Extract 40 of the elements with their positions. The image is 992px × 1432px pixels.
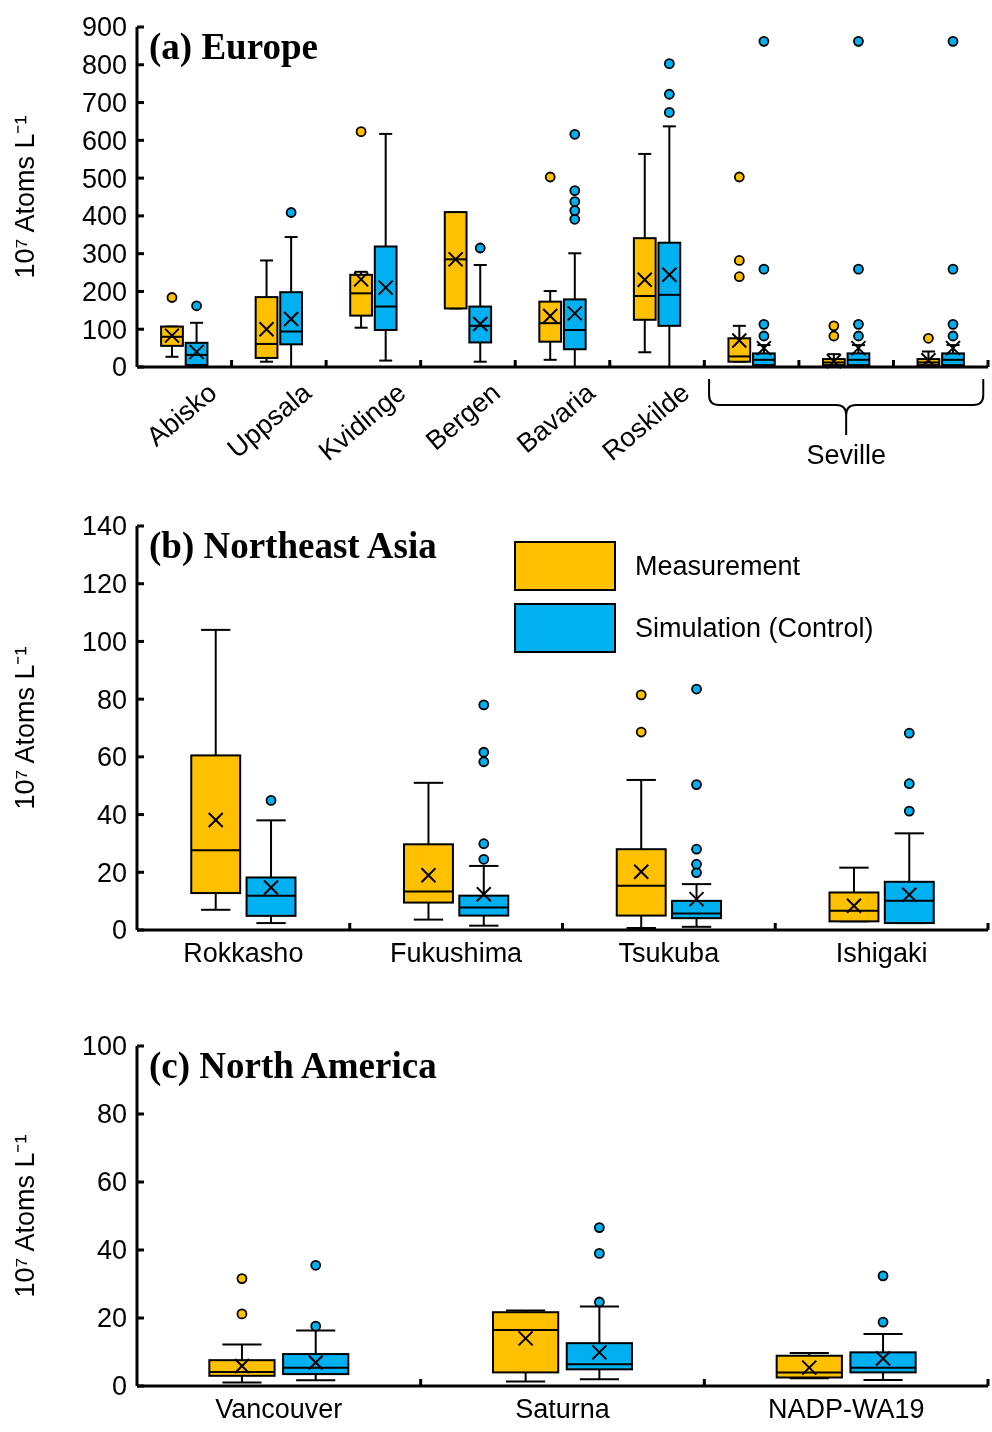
x-tick-label: Tsukuba [618,938,721,968]
y-tick-label: 100 [81,314,127,345]
y-tick-label: 100 [81,1031,127,1062]
legend-label: Simulation (Control) [635,613,874,644]
y-tick-label: 20 [96,1303,127,1334]
x-tick-label: Fukushima [390,938,524,968]
y-tick-label: 0 [111,352,127,383]
y-tick-label: 500 [81,163,127,194]
y-tick-label: 120 [81,569,127,600]
y-tick-label: 100 [81,626,127,657]
chart-title: (a) Europe [149,26,318,68]
y-tick-label: 400 [81,201,127,232]
y-tick-label: 900 [81,12,127,43]
y-tick-label: 140 [81,511,127,542]
x-tick-label: Vancouver [215,1394,343,1424]
y-tick-label: 800 [81,50,127,81]
x-tick-label: NADP-WA19 [767,1394,925,1424]
legend-label: Measurement [635,551,801,582]
y-tick-label: 60 [96,742,127,773]
x-tick-label: Ishigaki [835,938,928,968]
y-axis-title: 10⁷ Atoms L⁻¹ [10,115,40,279]
y-tick-label: 40 [96,1235,127,1266]
chart-title: (b) Northeast Asia [149,525,437,567]
y-tick-label: 0 [111,1371,127,1402]
y-tick-label: 20 [96,857,127,888]
y-tick-label: 700 [81,88,127,119]
y-axis-title: 10⁷ Atoms L⁻¹ [10,1134,40,1298]
y-tick-label: 600 [81,125,127,156]
y-tick-label: 80 [96,1099,127,1130]
y-tick-label: 80 [96,684,127,715]
x-tick-label: Rokkasho [183,938,304,968]
y-tick-label: 60 [96,1167,127,1198]
y-axis-title: 10⁷ Atoms L⁻¹ [10,646,40,810]
y-tick-label: 300 [81,239,127,270]
chart-title: (c) North America [149,1045,437,1087]
x-tick-label: Saturna [515,1394,611,1424]
y-tick-label: 200 [81,276,127,307]
text: Seville [806,440,886,470]
y-tick-label: 40 [96,800,127,831]
y-tick-label: 0 [111,915,127,946]
